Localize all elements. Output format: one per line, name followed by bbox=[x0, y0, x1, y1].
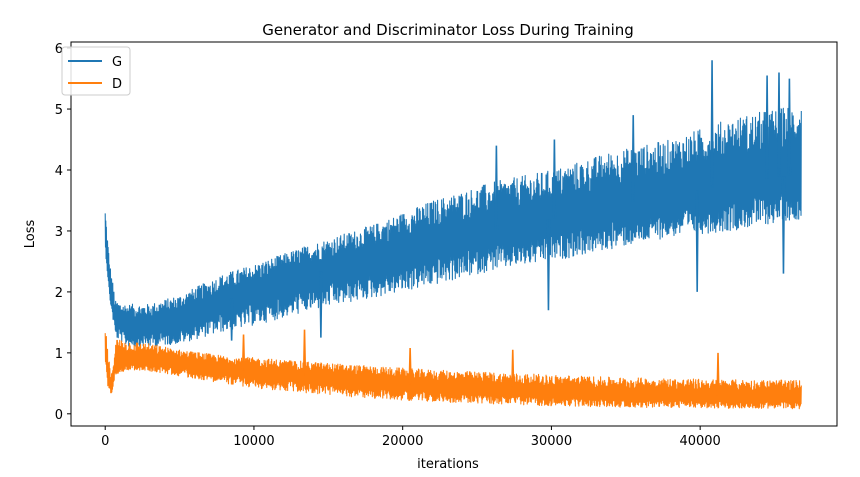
legend-label-G: G bbox=[112, 55, 122, 70]
legend-label-D: D bbox=[112, 77, 122, 92]
y-tick-label: 3 bbox=[55, 225, 63, 240]
series-G-spike bbox=[710, 60, 714, 188]
series-G-dip bbox=[781, 176, 786, 274]
x-tick-label: 40000 bbox=[679, 434, 720, 449]
y-tick-label: 5 bbox=[55, 103, 63, 118]
series-G-dip bbox=[319, 271, 323, 338]
y-tick-label: 2 bbox=[55, 286, 63, 301]
series-D-line bbox=[104, 333, 802, 410]
series-G-spike bbox=[765, 75, 769, 179]
chart-title: Generator and Discriminator Loss During … bbox=[262, 21, 634, 39]
x-tick-label: 10000 bbox=[233, 434, 274, 449]
series-G-line bbox=[104, 107, 802, 348]
x-tick-label: 20000 bbox=[382, 434, 423, 449]
series-G-spike bbox=[552, 139, 557, 219]
series-G-spike bbox=[494, 145, 499, 231]
x-tick-label: 0 bbox=[101, 434, 109, 449]
series-G-spike bbox=[787, 78, 792, 176]
series-G-dip bbox=[695, 190, 699, 292]
series-G-spike bbox=[631, 115, 635, 203]
series-G-dip bbox=[229, 298, 234, 341]
series-D-spike bbox=[302, 329, 307, 377]
y-tick-label: 6 bbox=[55, 42, 63, 57]
series-G-spike bbox=[777, 72, 781, 177]
series-D-spike bbox=[241, 334, 246, 371]
x-tick-label: 30000 bbox=[531, 434, 572, 449]
y-tick-label: 0 bbox=[55, 408, 63, 423]
y-axis-label: Loss bbox=[23, 220, 38, 249]
plot-frame bbox=[70, 41, 838, 427]
y-tick-label: 4 bbox=[55, 164, 63, 179]
legend: GD bbox=[61, 46, 131, 96]
series-D-spike bbox=[511, 349, 515, 391]
series-D-spike bbox=[408, 347, 412, 385]
series-G-dip bbox=[546, 219, 551, 311]
x-axis-label: iterations bbox=[417, 457, 479, 472]
y-tick-label: 1 bbox=[55, 347, 63, 362]
series-D-spike bbox=[716, 352, 720, 397]
